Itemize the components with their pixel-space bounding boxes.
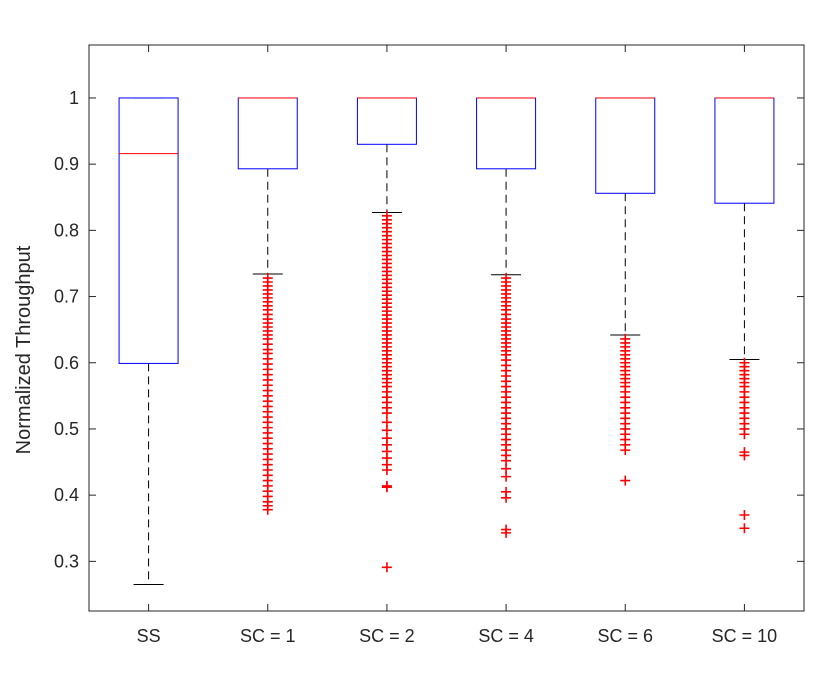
y-tick-label: 0.7 bbox=[54, 287, 79, 307]
x-tick-label: SC = 4 bbox=[478, 626, 534, 646]
x-tick-label: SC = 1 bbox=[240, 626, 296, 646]
y-axis-title: Normalized Throughput bbox=[13, 245, 35, 454]
plot-area bbox=[88, 44, 805, 612]
box-group-6 bbox=[714, 97, 775, 534]
plot-layer bbox=[118, 97, 775, 586]
outlier-point bbox=[381, 464, 392, 475]
y-tick-label: 1 bbox=[69, 88, 79, 108]
outlier-point bbox=[381, 562, 392, 573]
outlier-point bbox=[381, 482, 392, 493]
outlier-point bbox=[620, 475, 631, 486]
x-tick-label: SC = 6 bbox=[597, 626, 653, 646]
outlier-point bbox=[501, 471, 512, 482]
y-tick-label: 0.4 bbox=[54, 485, 79, 505]
box-group-2 bbox=[237, 97, 298, 515]
box-group-3 bbox=[356, 97, 417, 573]
box-group-4 bbox=[476, 97, 537, 538]
y-tick-label: 0.8 bbox=[54, 220, 79, 240]
y-tick-label: 0.9 bbox=[54, 154, 79, 174]
y-tick-label: 0.3 bbox=[54, 551, 79, 571]
outlier-point bbox=[381, 408, 392, 419]
outlier-point bbox=[739, 450, 750, 461]
outlier-point bbox=[620, 445, 631, 456]
x-tick-label: SS bbox=[137, 626, 161, 646]
axis-layer: 0.3 0.4 0.5 0.6 0.7 0.8 0.9 1 SS SC = 1 SC = 2 SC =… bbox=[54, 45, 804, 646]
outlier-point bbox=[501, 527, 512, 538]
y-tick-label: 0.5 bbox=[54, 419, 79, 439]
outlier-point bbox=[739, 429, 750, 440]
outlier-point bbox=[501, 492, 512, 503]
x-tick-label: SC = 10 bbox=[712, 626, 778, 646]
y-tick-label: 0.6 bbox=[54, 353, 79, 373]
outlier-point bbox=[262, 504, 273, 515]
box-group-1 bbox=[118, 97, 179, 586]
outlier-point bbox=[739, 523, 750, 534]
outlier-point bbox=[739, 510, 750, 521]
box-group-5 bbox=[595, 97, 656, 486]
x-tick-label: SC = 2 bbox=[359, 626, 415, 646]
iqr-box bbox=[118, 97, 179, 364]
